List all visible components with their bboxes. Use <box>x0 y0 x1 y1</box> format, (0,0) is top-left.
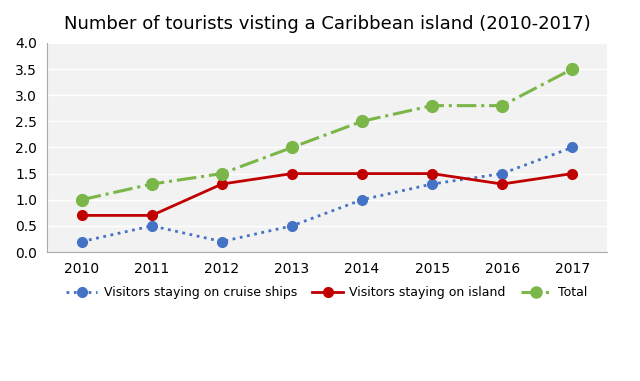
Title: Number of tourists visting a Caribbean island (2010-2017): Number of tourists visting a Caribbean i… <box>63 15 590 33</box>
Legend: Visitors staying on cruise ships, Visitors staying on island, Total: Visitors staying on cruise ships, Visito… <box>61 281 593 304</box>
